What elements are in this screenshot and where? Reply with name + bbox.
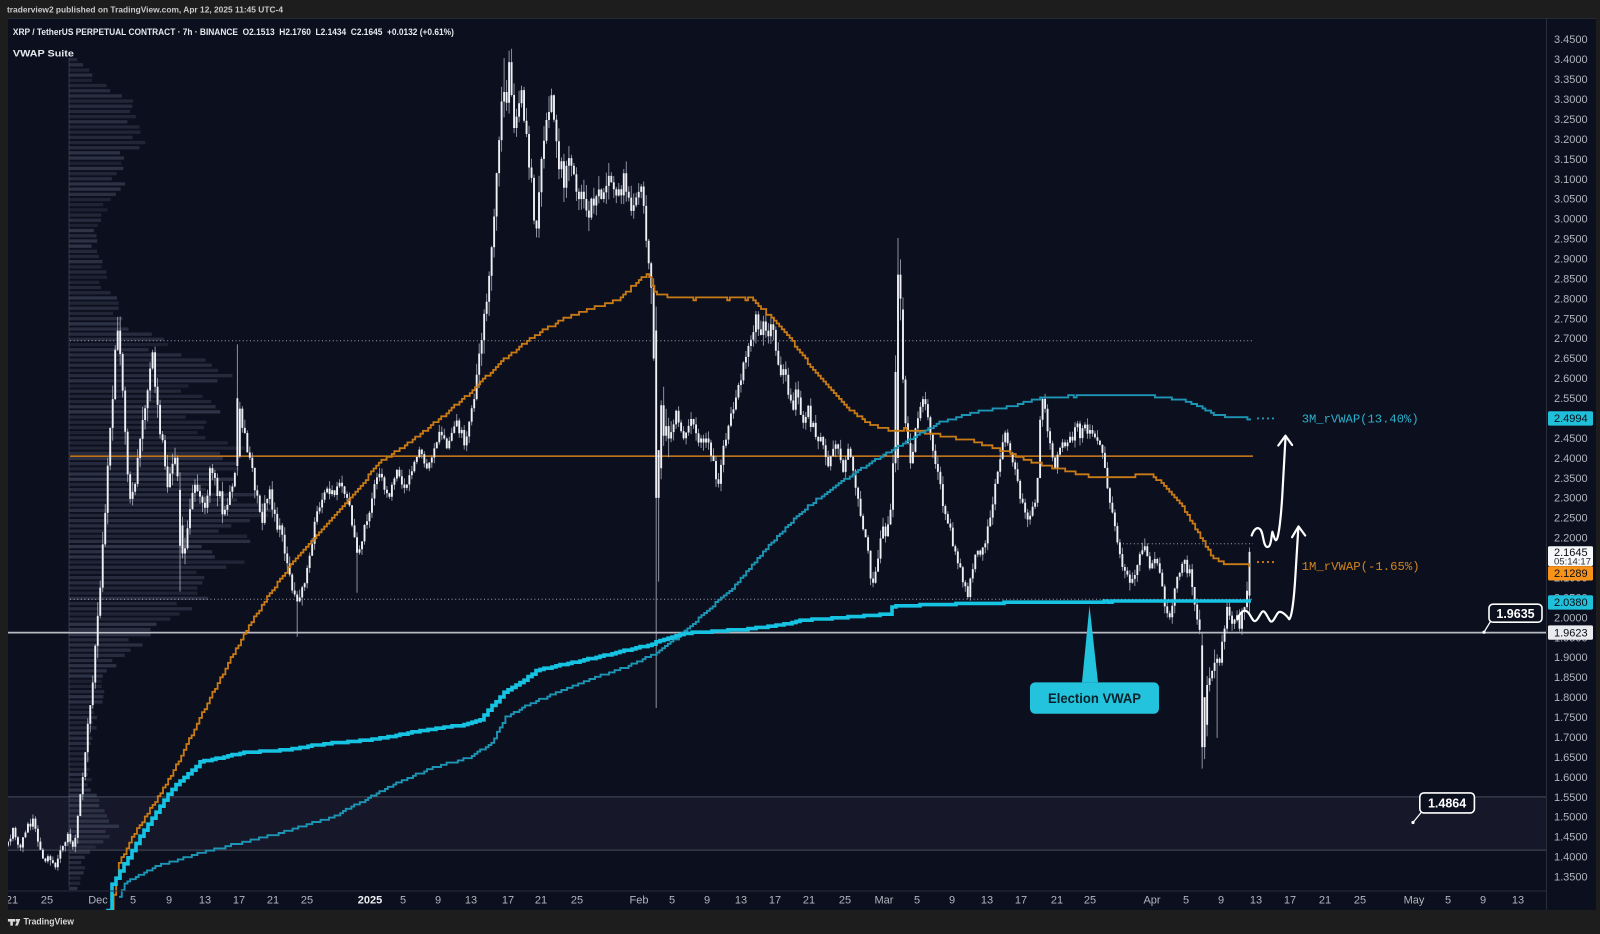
svg-text:3.4500: 3.4500 [1554, 34, 1588, 46]
svg-text:13: 13 [735, 895, 747, 907]
svg-text:05:14:17: 05:14:17 [1554, 557, 1591, 568]
svg-text:25: 25 [1354, 895, 1366, 907]
svg-text:1M_rVWAP(-1.65%): 1M_rVWAP(-1.65%) [1302, 560, 1420, 574]
svg-text:2025: 2025 [358, 895, 382, 907]
svg-text:21: 21 [1319, 895, 1331, 907]
svg-text:1.8500: 1.8500 [1554, 672, 1588, 684]
svg-text:3.0000: 3.0000 [1554, 214, 1588, 226]
svg-text:2.7000: 2.7000 [1554, 333, 1588, 345]
svg-text:5: 5 [1445, 895, 1451, 907]
svg-text:17: 17 [1284, 895, 1296, 907]
svg-text:25: 25 [1084, 895, 1096, 907]
svg-text:1.8000: 1.8000 [1554, 692, 1588, 704]
svg-text:1.5500: 1.5500 [1554, 792, 1588, 804]
svg-text:2.9000: 2.9000 [1554, 254, 1588, 266]
svg-text:13: 13 [1250, 895, 1262, 907]
svg-text:2.4994: 2.4994 [1554, 413, 1588, 425]
svg-text:3.1000: 3.1000 [1554, 174, 1588, 186]
svg-text:1.5000: 1.5000 [1554, 812, 1588, 824]
svg-text:3.0500: 3.0500 [1554, 194, 1588, 206]
svg-text:3.2500: 3.2500 [1554, 114, 1588, 126]
svg-text:Apr: Apr [1143, 895, 1160, 907]
svg-text:Election VWAP: Election VWAP [1048, 690, 1141, 706]
svg-text:5: 5 [1183, 895, 1189, 907]
svg-text:5: 5 [400, 895, 406, 907]
svg-text:3.1500: 3.1500 [1554, 154, 1588, 166]
svg-text:TradingView: TradingView [24, 917, 75, 928]
svg-text:1.7500: 1.7500 [1554, 712, 1588, 724]
svg-text:2.4000: 2.4000 [1554, 453, 1588, 465]
svg-text:2.1645: 2.1645 [1554, 547, 1588, 559]
svg-text:2.6000: 2.6000 [1554, 373, 1588, 385]
svg-text:21: 21 [8, 895, 18, 907]
svg-text:17: 17 [1015, 895, 1027, 907]
svg-text:2.8500: 2.8500 [1554, 273, 1588, 285]
svg-text:1.4500: 1.4500 [1554, 832, 1588, 844]
svg-text:13: 13 [465, 895, 477, 907]
svg-text:25: 25 [571, 895, 583, 907]
svg-text:1.9635: 1.9635 [1496, 607, 1534, 621]
svg-text:2.8000: 2.8000 [1554, 293, 1588, 305]
svg-text:25: 25 [41, 895, 53, 907]
svg-text:VWAP Suite: VWAP Suite [13, 48, 74, 59]
svg-text:1.7000: 1.7000 [1554, 732, 1588, 744]
svg-text:21: 21 [1051, 895, 1063, 907]
svg-text:1.6000: 1.6000 [1554, 772, 1588, 784]
svg-text:2.1289: 2.1289 [1554, 568, 1588, 580]
svg-text:2.2500: 2.2500 [1554, 513, 1588, 525]
svg-text:3.3000: 3.3000 [1554, 94, 1588, 106]
svg-text:May: May [1404, 895, 1425, 907]
svg-text:21: 21 [267, 895, 279, 907]
svg-text:XRP / TetherUS PERPETUAL CONTR: XRP / TetherUS PERPETUAL CONTRACT · 7h ·… [13, 27, 454, 38]
svg-text:1.9623: 1.9623 [1554, 627, 1588, 639]
svg-text:5: 5 [914, 895, 920, 907]
svg-text:2.7500: 2.7500 [1554, 313, 1588, 325]
svg-text:1.4000: 1.4000 [1554, 852, 1588, 864]
svg-text:9: 9 [1480, 895, 1486, 907]
svg-text:25: 25 [301, 895, 313, 907]
svg-text:21: 21 [803, 895, 815, 907]
svg-text:2.3000: 2.3000 [1554, 493, 1588, 505]
svg-text:1.9000: 1.9000 [1554, 652, 1588, 664]
svg-text:2.4500: 2.4500 [1554, 433, 1588, 445]
svg-text:traderview2 published on Tradi: traderview2 published on TradingView.com… [7, 5, 283, 15]
svg-text:2.2000: 2.2000 [1554, 533, 1588, 545]
svg-text:1.6500: 1.6500 [1554, 752, 1588, 764]
svg-text:13: 13 [199, 895, 211, 907]
svg-text:13: 13 [1512, 895, 1524, 907]
svg-text:13: 13 [981, 895, 993, 907]
svg-text:9: 9 [949, 895, 955, 907]
svg-text:2.0380: 2.0380 [1554, 597, 1588, 609]
svg-text:21: 21 [535, 895, 547, 907]
svg-text:9: 9 [166, 895, 172, 907]
svg-text:25: 25 [839, 895, 851, 907]
svg-text:5: 5 [130, 895, 136, 907]
svg-text:2.5500: 2.5500 [1554, 393, 1588, 405]
svg-text:2.3500: 2.3500 [1554, 473, 1588, 485]
svg-text:9: 9 [435, 895, 441, 907]
svg-text:17: 17 [769, 895, 781, 907]
svg-text:9: 9 [704, 895, 710, 907]
svg-text:1.3500: 1.3500 [1554, 872, 1588, 884]
svg-text:Dec: Dec [88, 895, 108, 907]
svg-text:17: 17 [233, 895, 245, 907]
svg-text:3.3500: 3.3500 [1554, 74, 1588, 86]
svg-text:2.9500: 2.9500 [1554, 234, 1588, 246]
svg-text:1.4864: 1.4864 [1428, 797, 1466, 811]
svg-text:3.2000: 3.2000 [1554, 134, 1588, 146]
svg-text:Mar: Mar [875, 895, 894, 907]
svg-text:2.0000: 2.0000 [1554, 612, 1588, 624]
svg-text:3.4000: 3.4000 [1554, 54, 1588, 66]
svg-text:9: 9 [1218, 895, 1224, 907]
svg-text:5: 5 [669, 895, 675, 907]
svg-text:Feb: Feb [630, 895, 649, 907]
svg-text:3M_rVWAP(13.40%): 3M_rVWAP(13.40%) [1302, 413, 1419, 427]
svg-text:2.6500: 2.6500 [1554, 353, 1588, 365]
svg-text:17: 17 [502, 895, 514, 907]
